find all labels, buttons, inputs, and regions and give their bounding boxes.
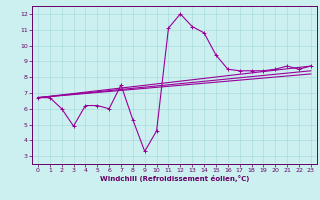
X-axis label: Windchill (Refroidissement éolien,°C): Windchill (Refroidissement éolien,°C): [100, 175, 249, 182]
